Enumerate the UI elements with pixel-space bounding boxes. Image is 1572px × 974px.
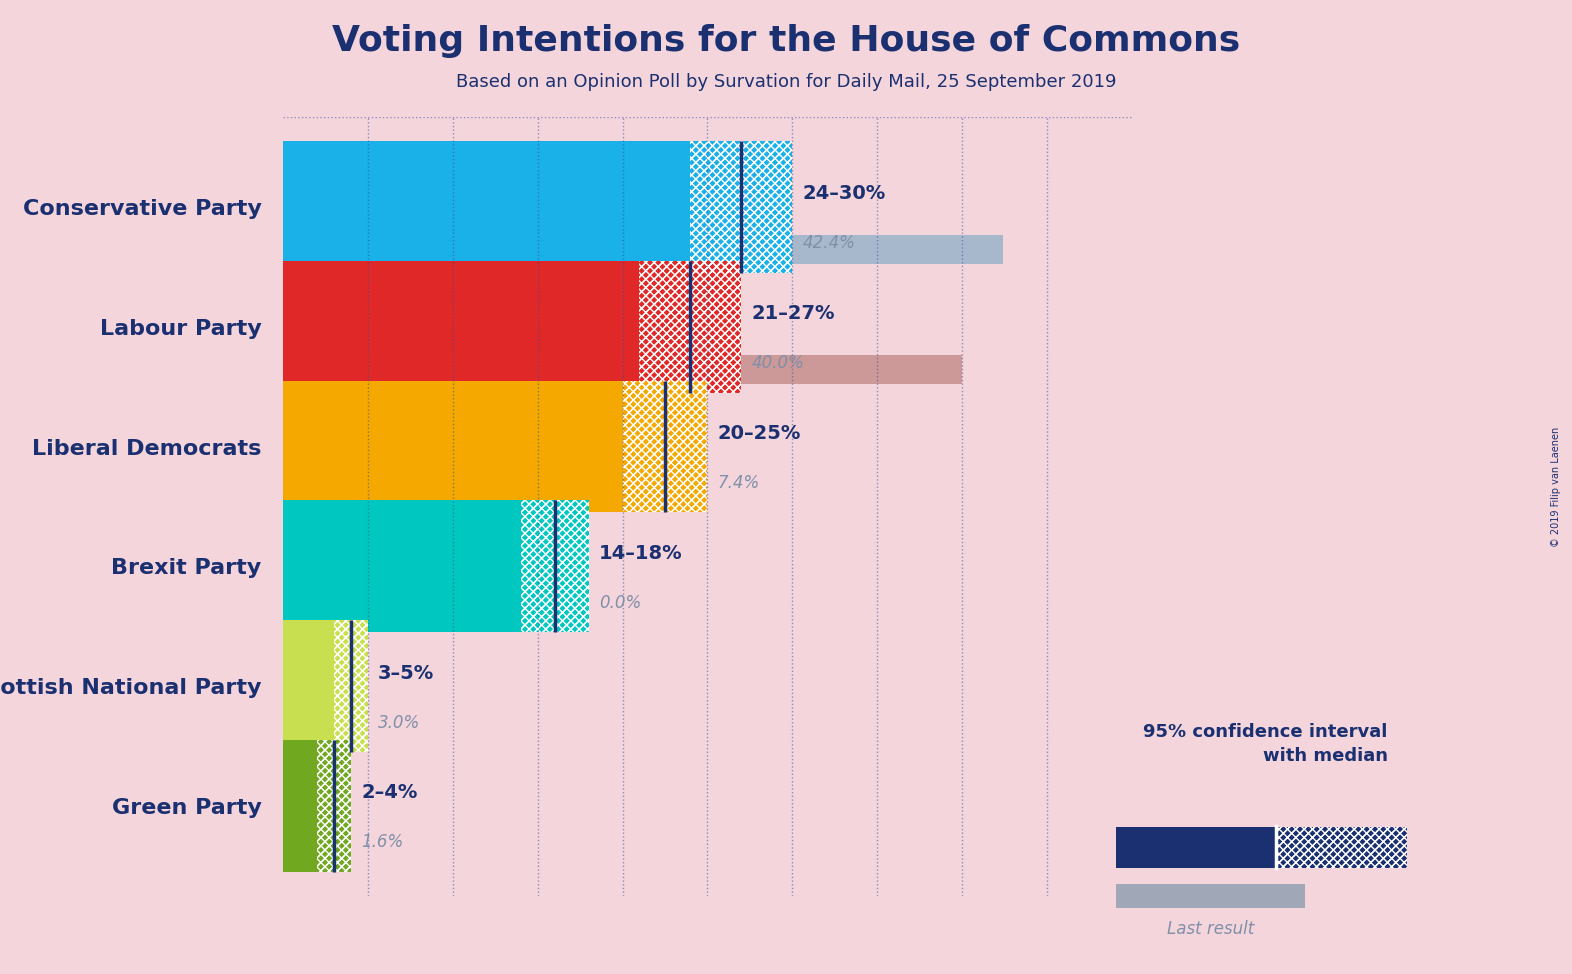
Bar	[283, 381, 623, 512]
Bar	[318, 740, 351, 872]
Bar	[1276, 827, 1407, 868]
Bar	[283, 261, 640, 393]
Text: 40.0%: 40.0%	[751, 354, 805, 372]
Bar	[283, 834, 310, 864]
Bar	[640, 261, 742, 393]
Bar	[333, 620, 368, 752]
Bar	[283, 714, 333, 744]
Bar	[283, 141, 690, 273]
Text: © 2019 Filip van Laenen: © 2019 Filip van Laenen	[1552, 427, 1561, 547]
Bar	[1276, 827, 1407, 868]
Text: 95% confidence interval
with median: 95% confidence interval with median	[1143, 723, 1388, 765]
Bar	[623, 381, 707, 512]
Bar	[690, 141, 792, 273]
Bar	[1116, 883, 1305, 909]
Bar	[640, 261, 742, 393]
Bar	[318, 740, 351, 872]
Bar	[283, 235, 1003, 265]
Bar	[640, 261, 742, 393]
Text: Voting Intentions for the House of Commons: Voting Intentions for the House of Commo…	[332, 24, 1240, 58]
Text: 1.6%: 1.6%	[362, 834, 404, 851]
Bar	[520, 501, 588, 632]
Text: 14–18%: 14–18%	[599, 543, 682, 563]
Text: Based on an Opinion Poll by Survation for Daily Mail, 25 September 2019: Based on an Opinion Poll by Survation fo…	[456, 73, 1116, 91]
Text: Last result: Last result	[1166, 920, 1254, 938]
Bar	[520, 501, 588, 632]
Bar	[283, 355, 962, 385]
Text: 24–30%: 24–30%	[802, 184, 885, 204]
Text: 0.0%: 0.0%	[599, 594, 641, 612]
Bar	[318, 740, 351, 872]
Text: 42.4%: 42.4%	[802, 234, 855, 252]
Text: 3.0%: 3.0%	[377, 714, 420, 731]
Text: 20–25%: 20–25%	[717, 424, 802, 443]
Bar	[283, 620, 333, 752]
Text: 7.4%: 7.4%	[717, 473, 759, 492]
Text: 2–4%: 2–4%	[362, 783, 418, 803]
Bar	[690, 141, 792, 273]
Bar	[333, 620, 368, 752]
Bar	[283, 740, 318, 872]
Text: 3–5%: 3–5%	[377, 663, 434, 683]
Bar	[623, 381, 707, 512]
Bar	[283, 474, 409, 505]
Bar	[690, 141, 792, 273]
Bar	[283, 501, 520, 632]
Bar	[1116, 827, 1276, 868]
Bar	[520, 501, 588, 632]
Bar	[1276, 827, 1407, 868]
Bar	[333, 620, 368, 752]
Bar	[623, 381, 707, 512]
Text: 21–27%: 21–27%	[751, 304, 835, 323]
